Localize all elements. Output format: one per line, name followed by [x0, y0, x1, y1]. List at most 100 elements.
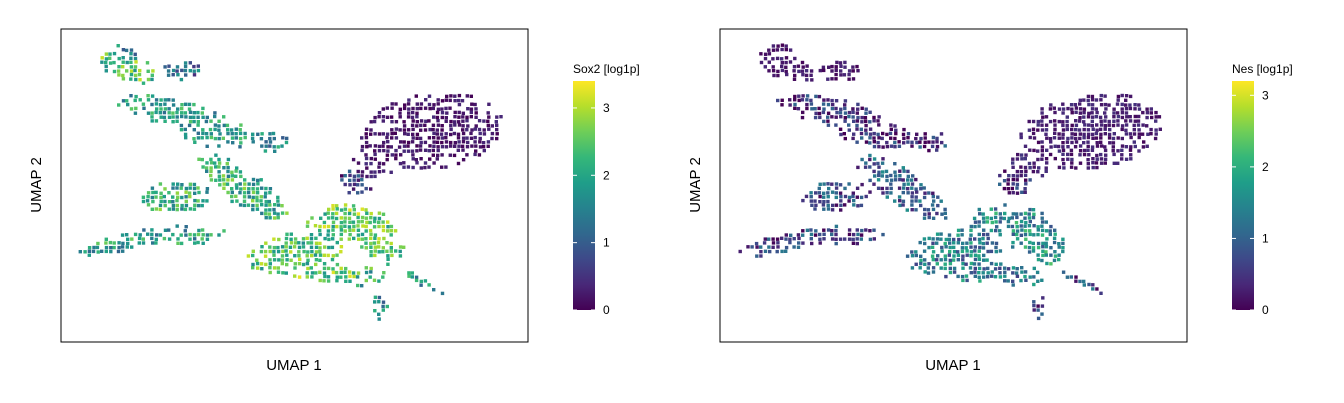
- density-cell: [859, 195, 864, 200]
- density-cell: [994, 211, 998, 215]
- density-cell: [470, 128, 474, 132]
- density-cell: [180, 68, 184, 73]
- density-cell: [221, 136, 225, 140]
- density-cell: [469, 110, 473, 115]
- density-cell: [885, 140, 889, 145]
- density-cell: [813, 115, 818, 120]
- density-cell: [931, 241, 935, 245]
- density-cell: [163, 102, 167, 106]
- density-cell: [1015, 174, 1019, 178]
- density-cell: [1128, 115, 1132, 119]
- density-cell: [473, 127, 477, 131]
- density-cell: [428, 157, 432, 161]
- density-cell: [838, 111, 843, 115]
- density-cell: [801, 229, 805, 233]
- density-cell: [989, 261, 994, 266]
- density-cell: [448, 98, 452, 103]
- density-cell: [268, 258, 272, 262]
- density-cell: [369, 174, 373, 179]
- density-cell: [184, 190, 188, 194]
- density-cell: [222, 166, 226, 170]
- density-cell: [1095, 165, 1099, 170]
- density-cell: [406, 149, 411, 153]
- density-cell: [256, 132, 260, 136]
- density-cell: [1099, 93, 1103, 98]
- density-cell: [973, 270, 977, 274]
- density-cell: [339, 232, 343, 237]
- density-cell: [1111, 145, 1115, 149]
- density-cell: [827, 65, 831, 69]
- density-cell: [398, 128, 402, 132]
- density-cell: [957, 237, 961, 242]
- density-cell: [1095, 157, 1099, 161]
- density-cell: [796, 245, 801, 249]
- density-cell: [771, 65, 775, 69]
- density-cell: [1099, 103, 1104, 107]
- density-cell: [1116, 123, 1120, 127]
- density-cell: [1007, 191, 1011, 195]
- density-cell: [369, 236, 373, 240]
- density-cell: [805, 102, 809, 107]
- density-cell: [1082, 127, 1086, 132]
- density-cell: [796, 233, 801, 237]
- density-cell: [197, 228, 201, 233]
- density-cell: [281, 249, 285, 254]
- density-cell: [180, 111, 184, 115]
- density-cell: [814, 94, 818, 99]
- density-cell: [427, 119, 431, 123]
- density-cell: [381, 250, 385, 254]
- density-cell: [851, 115, 855, 119]
- density-cell: [1027, 250, 1032, 254]
- density-cell: [364, 278, 368, 283]
- density-cell: [386, 145, 390, 149]
- density-cell: [100, 60, 104, 64]
- density-cell: [788, 237, 792, 241]
- density-cell: [217, 144, 221, 148]
- density-cell: [1094, 136, 1099, 140]
- density-cell: [1057, 242, 1061, 246]
- density-cell: [982, 228, 986, 232]
- density-cell: [415, 106, 419, 111]
- density-cell: [146, 77, 151, 82]
- density-cell: [486, 111, 490, 115]
- density-cell: [415, 136, 419, 140]
- density-cell: [398, 107, 402, 111]
- density-cell: [1120, 93, 1124, 98]
- density-cell: [889, 127, 893, 131]
- density-cell: [138, 233, 142, 237]
- density-cell: [423, 279, 428, 283]
- density-cell: [432, 140, 436, 144]
- density-cell: [453, 99, 457, 103]
- density-cell: [465, 153, 469, 157]
- density-cell: [902, 186, 906, 190]
- density-cell: [961, 278, 965, 283]
- density-cell: [351, 204, 356, 208]
- density-cell: [1136, 123, 1141, 127]
- density-cell: [1095, 153, 1099, 158]
- density-cell: [1120, 148, 1124, 152]
- density-cell: [167, 107, 171, 111]
- density-cell: [1040, 233, 1045, 237]
- density-cell: [188, 69, 192, 73]
- density-cell: [1015, 169, 1020, 174]
- density-cell: [428, 106, 432, 111]
- density-cell: [382, 271, 386, 275]
- density-cell: [373, 152, 377, 157]
- density-cell: [1011, 229, 1016, 233]
- density-cell: [260, 211, 264, 216]
- density-cell: [318, 250, 322, 254]
- density-cell: [196, 232, 201, 237]
- density-cell: [792, 65, 797, 69]
- density-cell: [1028, 207, 1032, 212]
- density-cell: [1120, 136, 1124, 141]
- density-cell: [225, 162, 229, 166]
- density-cell: [133, 68, 137, 73]
- density-cell: [205, 169, 209, 173]
- density-cell: [1061, 107, 1066, 111]
- density-cell: [989, 228, 994, 233]
- density-cell: [1137, 132, 1141, 136]
- density-cell: [1091, 283, 1095, 287]
- density-cell: [431, 127, 435, 132]
- density-cell: [860, 136, 864, 140]
- density-cell: [137, 241, 141, 245]
